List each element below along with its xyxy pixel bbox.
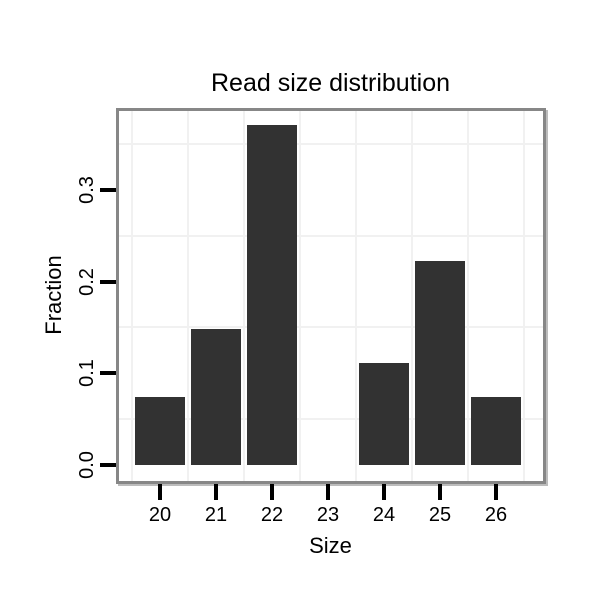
- x-tick-label: 26: [484, 504, 508, 526]
- v-gridline: [355, 111, 357, 481]
- bar: [471, 397, 521, 465]
- y-tick-label: 0.3: [76, 175, 98, 204]
- v-gridline: [299, 111, 301, 481]
- x-tick-label: 23: [316, 504, 340, 526]
- v-gridline: [131, 111, 133, 481]
- x-tick: [214, 484, 218, 500]
- h-gridline: [119, 418, 543, 421]
- y-axis-title: Fraction: [41, 255, 66, 335]
- y-tick-label: 0.1: [76, 359, 98, 388]
- y-tick: [100, 279, 116, 284]
- v-gridline: [187, 111, 189, 481]
- x-tick: [438, 484, 442, 500]
- bar: [415, 261, 465, 465]
- x-tick: [494, 484, 498, 500]
- v-gridline: [411, 111, 413, 481]
- x-tick: [382, 484, 386, 500]
- y-tick: [100, 463, 116, 467]
- x-tick-label: 24: [372, 504, 396, 526]
- x-tick: [326, 484, 330, 500]
- plot-panel: [116, 108, 546, 484]
- bar: [135, 397, 185, 465]
- x-tick: [270, 484, 274, 500]
- x-axis-title: Size: [309, 533, 352, 558]
- y-tick: [100, 187, 116, 192]
- x-tick-label: 20: [148, 504, 172, 526]
- x-tick: [158, 484, 162, 500]
- y-tick: [100, 371, 116, 376]
- v-gridline: [243, 111, 245, 481]
- x-tick-label: 21: [204, 504, 228, 526]
- bar: [247, 125, 297, 465]
- chart-title: Read size distribution: [210, 69, 450, 97]
- x-tick-label: 25: [428, 504, 452, 526]
- bar: [359, 363, 409, 465]
- y-tick-label: 0.0: [76, 451, 98, 479]
- v-gridline: [523, 111, 525, 481]
- h-gridline: [119, 143, 543, 146]
- x-tick-label: 22: [260, 504, 284, 526]
- h-gridline: [119, 326, 543, 329]
- bar: [191, 329, 241, 465]
- h-gridline: [119, 234, 543, 237]
- v-gridline: [467, 111, 469, 481]
- y-tick-label: 0.2: [76, 267, 98, 296]
